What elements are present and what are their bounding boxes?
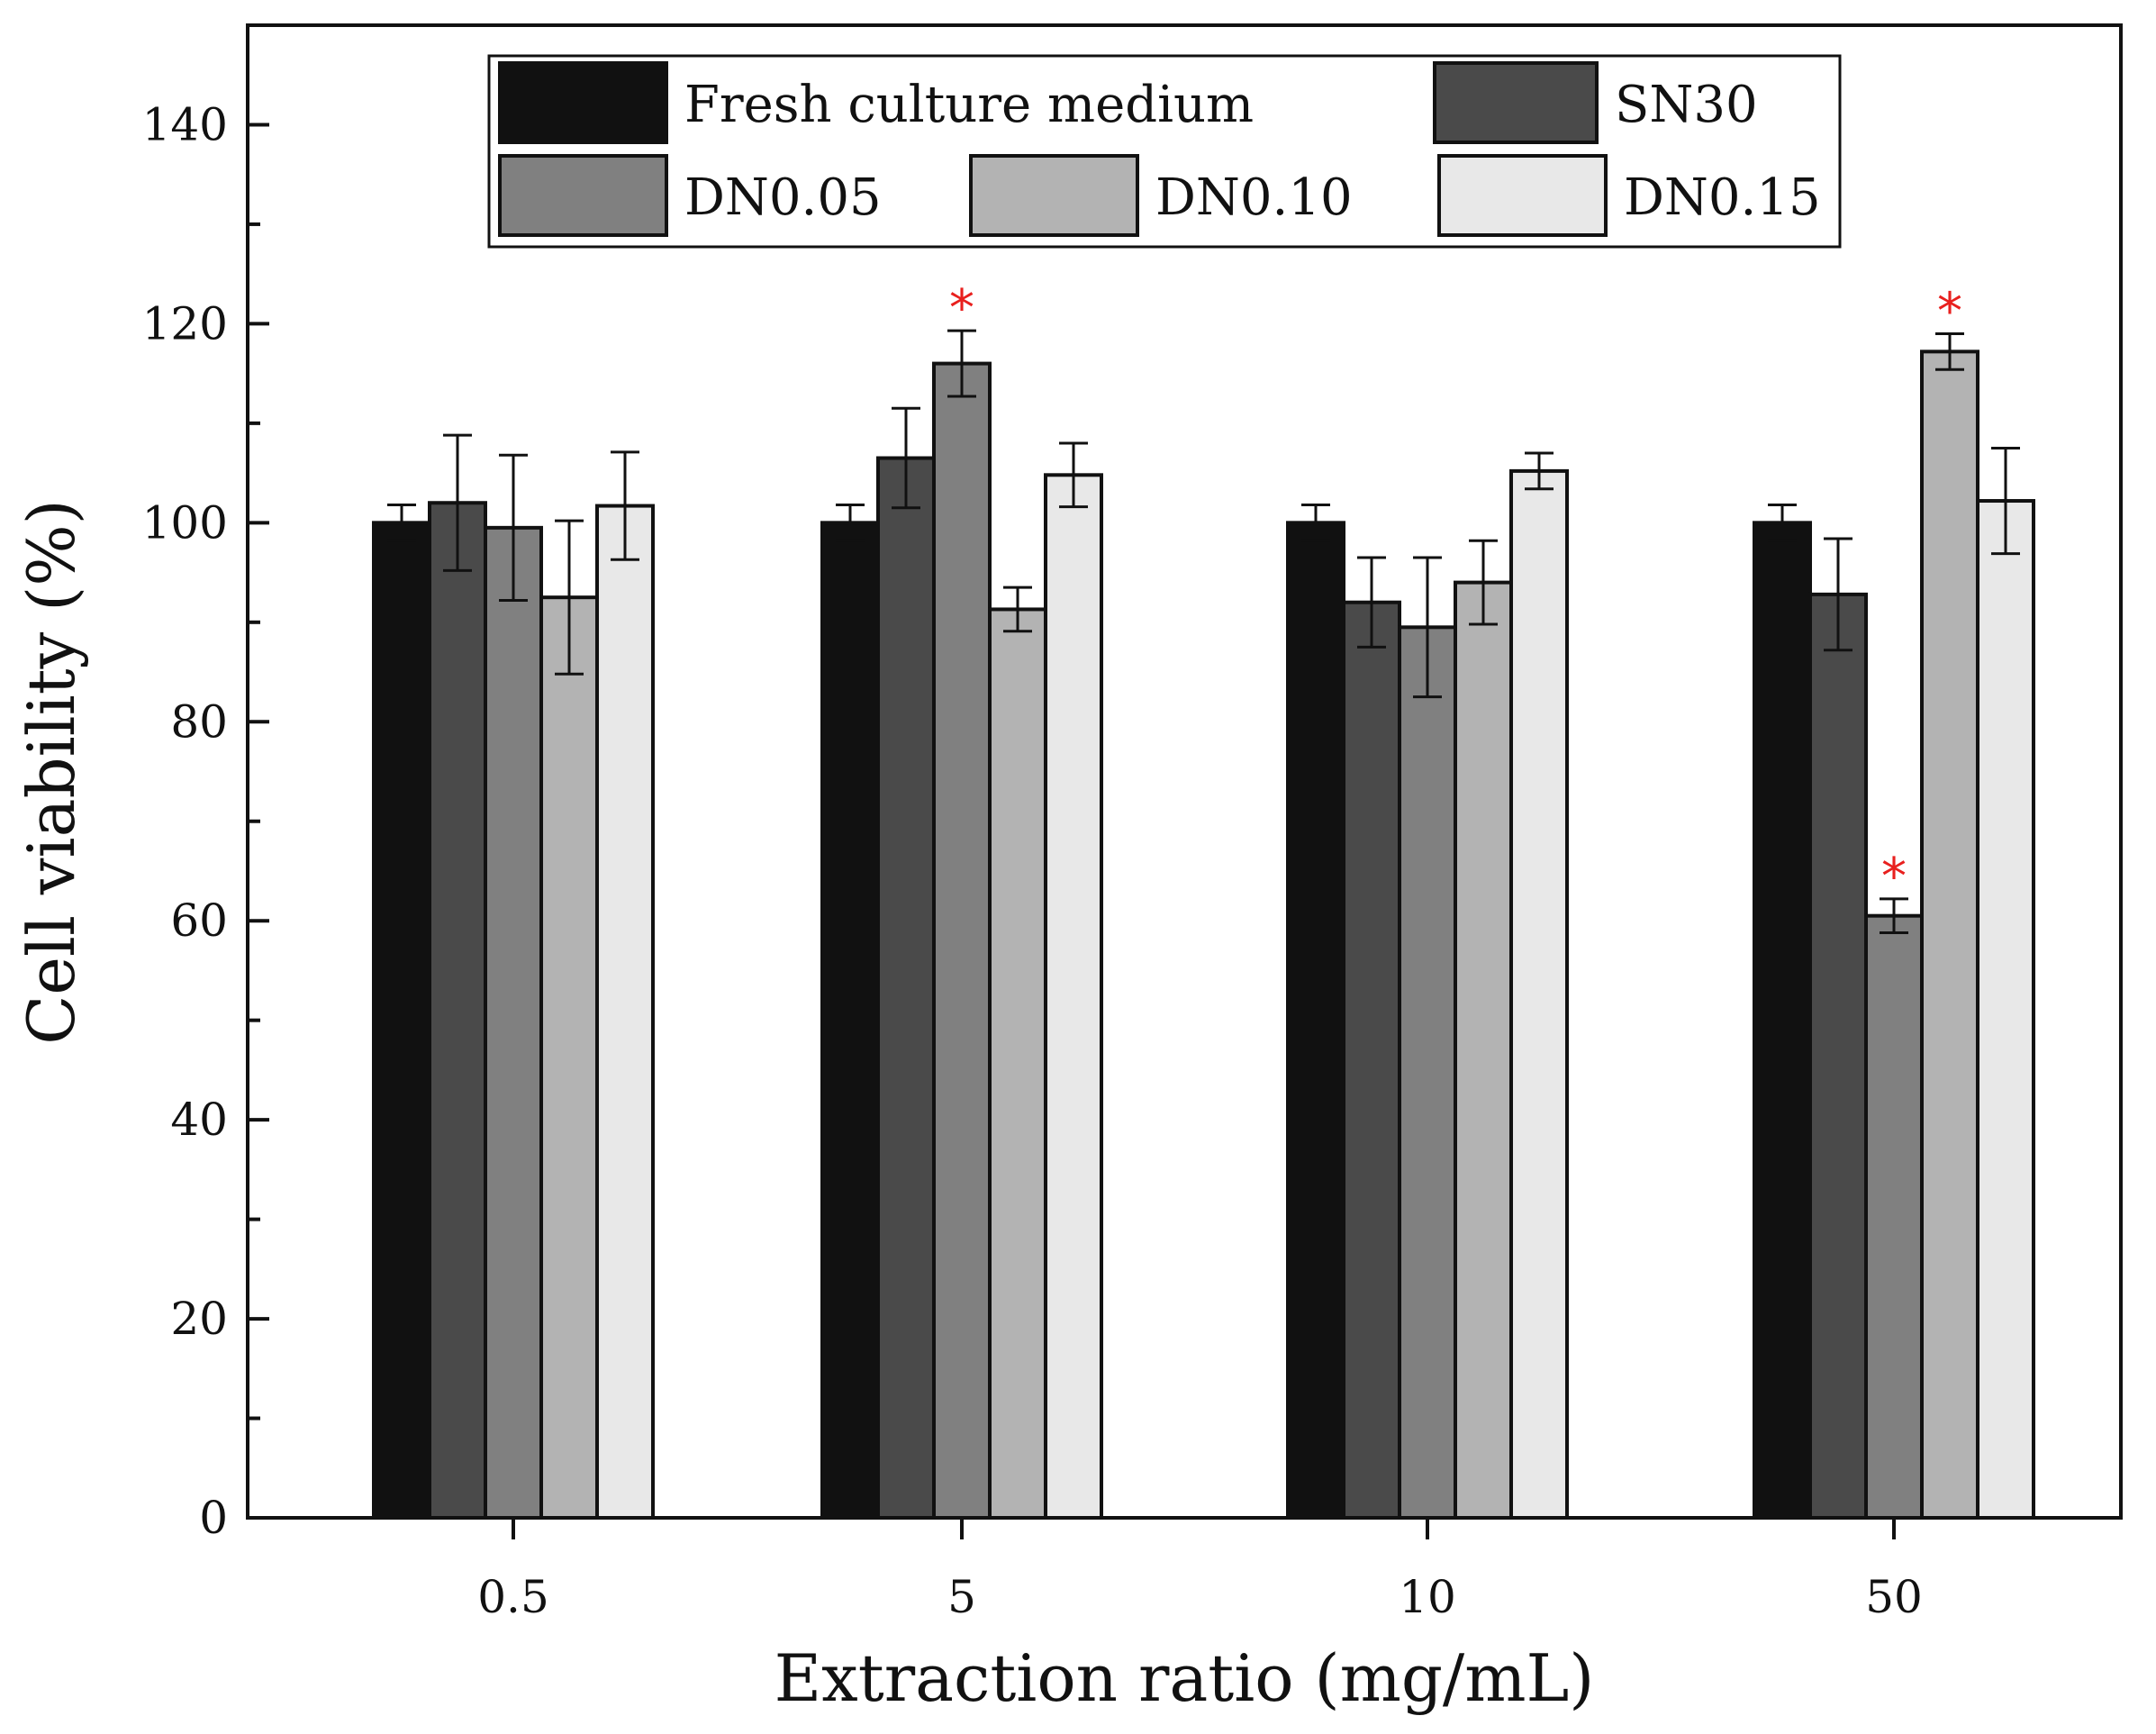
bar — [372, 521, 431, 1520]
y-tick-label: 140 — [142, 98, 228, 150]
x-tick-label: 50 — [1865, 1571, 1923, 1623]
x-axis-title: Extraction ratio (mg/mL) — [775, 1640, 1595, 1716]
legend-label: DN0.15 — [1624, 168, 1821, 227]
bar — [1976, 499, 2035, 1520]
y-tick-label: 0 — [199, 1492, 228, 1544]
legend-swatch — [498, 154, 668, 237]
bar — [539, 595, 599, 1520]
significance-star: * — [949, 279, 974, 338]
legend-swatch — [1433, 61, 1599, 144]
bar — [876, 456, 936, 1520]
bar — [1286, 521, 1345, 1520]
bar — [1920, 350, 1979, 1520]
legend-label: Fresh culture medium — [684, 76, 1254, 134]
y-tick-label: 80 — [170, 695, 228, 748]
legend-label: DN0.05 — [684, 168, 882, 227]
legend: Fresh culture medium SN30 DN0.05 DN0.10 DN0.… — [487, 54, 1842, 249]
bar — [988, 607, 1047, 1520]
legend-label: DN0.10 — [1155, 168, 1353, 227]
x-tick-label: 10 — [1399, 1571, 1456, 1623]
bar — [1398, 625, 1457, 1520]
y-tick-label: 40 — [170, 1094, 228, 1146]
x-tick-label: 5 — [947, 1571, 976, 1623]
axis-ticks: 0 20 40 60 80 100 120 140 0.5 5 10 50 — [142, 98, 1923, 1623]
bar — [1864, 913, 1924, 1520]
y-tick-label: 60 — [170, 894, 228, 947]
y-tick-label: 20 — [170, 1293, 228, 1345]
bars: * * * — [372, 279, 2035, 1521]
legend-swatch — [1437, 154, 1608, 237]
bar — [1454, 580, 1513, 1521]
bar — [428, 501, 487, 1520]
bar — [484, 525, 543, 1520]
bar — [1808, 592, 1868, 1520]
bar — [1342, 600, 1401, 1520]
y-axis-title: Cell viability (%) — [14, 499, 89, 1045]
bar — [1753, 521, 1812, 1520]
legend-label: SN30 — [1615, 76, 1758, 134]
legend-swatch — [498, 61, 668, 144]
bar — [595, 504, 655, 1521]
plot-frame — [246, 23, 2123, 1520]
legend-swatch — [969, 154, 1139, 237]
bar — [1044, 473, 1103, 1520]
significance-star: * — [1937, 282, 1962, 340]
y-tick-label: 120 — [142, 297, 228, 350]
legend-box — [487, 54, 1842, 249]
bar — [820, 521, 880, 1520]
y-tick-label: 100 — [142, 496, 228, 549]
bar — [1509, 468, 1569, 1521]
x-tick-label: 0.5 — [477, 1571, 549, 1623]
bar — [932, 361, 992, 1520]
significance-star: * — [1881, 848, 1907, 906]
